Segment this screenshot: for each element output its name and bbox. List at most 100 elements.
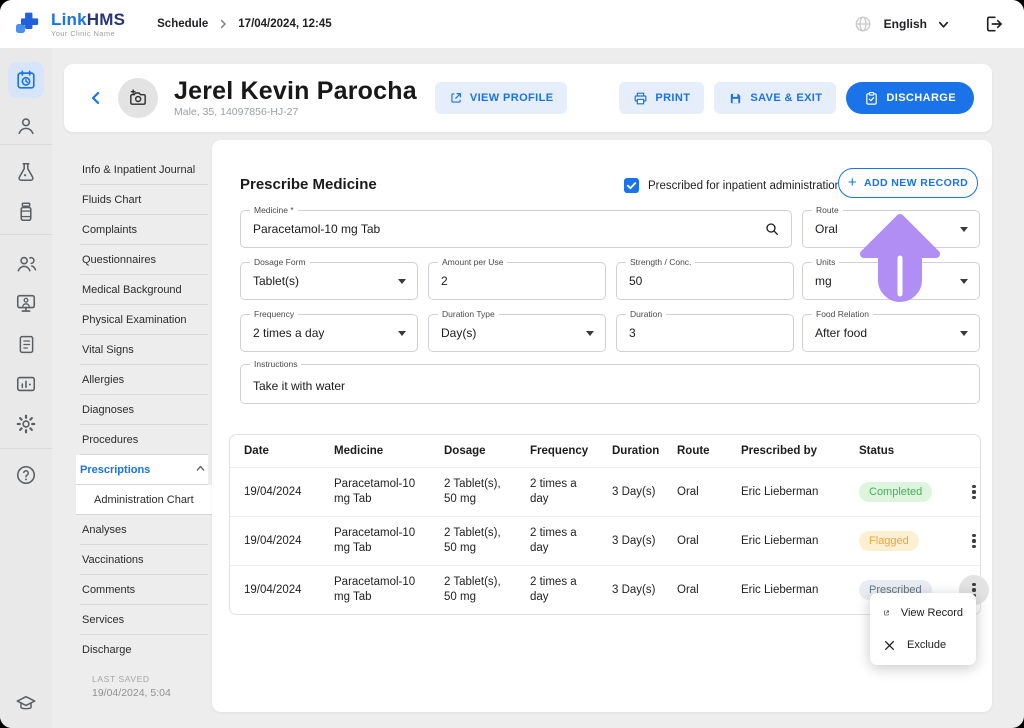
sidebar-item-info-inpatient-journal[interactable]: Info & Inpatient Journal: [80, 155, 208, 185]
schedule-icon: [15, 69, 37, 91]
food-relation-select[interactable]: Food Relation After food: [802, 314, 980, 352]
rail-item-billing[interactable]: [14, 332, 38, 356]
sidebar-item-analyses[interactable]: Analyses: [80, 515, 208, 545]
instructions-field[interactable]: Instructions Take it with water: [240, 364, 980, 404]
units-select[interactable]: Units mg: [802, 262, 980, 300]
medicine-field[interactable]: Medicine * Paracetamol-10 mg Tab: [240, 210, 792, 248]
language-selector[interactable]: English: [884, 17, 927, 31]
billing-icon: [16, 334, 37, 355]
view-profile-label: VIEW PROFILE: [470, 92, 554, 104]
sidebar-item-discharge[interactable]: Discharge: [80, 635, 208, 664]
rail-item-telemedicine[interactable]: [14, 291, 38, 315]
chevron-down-icon[interactable]: [937, 18, 950, 31]
save-exit-label: SAVE & EXIT: [750, 92, 822, 104]
print-icon: [633, 91, 648, 106]
reports-icon: [15, 373, 37, 395]
patient-name: Jerel Kevin Parocha: [174, 79, 417, 104]
sidebar-item-vaccinations[interactable]: Vaccinations: [80, 545, 208, 575]
rail-item-schedule[interactable]: [8, 62, 44, 98]
route-select[interactable]: Route Oral: [802, 210, 980, 248]
table-row: 19/04/2024Paracetamol-10 mg Tab2 Tablet(…: [230, 467, 980, 516]
menu-item-exclude[interactable]: Exclude: [870, 629, 976, 661]
sidebar-item-allergies[interactable]: Allergies: [80, 365, 208, 395]
add-new-record-button[interactable]: + ADD NEW RECORD: [838, 168, 978, 198]
strength-field[interactable]: Strength / Conc. 50: [616, 262, 794, 300]
menu-item-view-record[interactable]: View Record: [870, 597, 976, 629]
food-relation-label: Food Relation: [812, 309, 873, 319]
cell-route: Oral: [663, 583, 727, 598]
settings-icon: [15, 413, 37, 435]
dosage-form-select[interactable]: Dosage Form Tablet(s): [240, 262, 418, 300]
patient-avatar[interactable]: [118, 78, 158, 118]
print-button[interactable]: PRINT: [619, 82, 704, 114]
inpatient-checkbox[interactable]: [624, 178, 639, 193]
route-value: Oral: [815, 222, 838, 236]
sidebar-item-complaints[interactable]: Complaints: [80, 215, 208, 245]
rail-item-lab[interactable]: [14, 160, 38, 184]
sidebar-item-procedures[interactable]: Procedures: [80, 425, 208, 455]
sidebar-item-diagnoses[interactable]: Diagnoses: [80, 395, 208, 425]
breadcrumb-section[interactable]: Schedule: [157, 18, 208, 30]
dropdown-caret-icon: [960, 279, 968, 284]
last-saved-label: LAST SAVED: [92, 674, 171, 684]
cell-status: Completed: [845, 482, 945, 502]
frequency-select[interactable]: Frequency 2 times a day: [240, 314, 418, 352]
status-badge: Flagged: [859, 531, 919, 551]
row-actions-kebab-icon[interactable]: [959, 526, 989, 556]
sidebar-item-vital-signs[interactable]: Vital Signs: [80, 335, 208, 365]
rail-item-pharmacy[interactable]: [14, 200, 38, 224]
sidebar-item-medical-background[interactable]: Medical Background: [80, 275, 208, 305]
chevron-up-icon: [195, 463, 206, 477]
frequency-label: Frequency: [250, 309, 298, 319]
cell-dosage: 2 Tablet(s), 50 mg: [430, 477, 516, 507]
help-icon: [15, 464, 37, 486]
sidebar-item-prescriptions[interactable]: Prescriptions: [76, 455, 208, 485]
prescriptions-table-body: 19/04/2024Paracetamol-10 mg Tab2 Tablet(…: [230, 467, 980, 614]
amount-label: Amount per Use: [438, 257, 507, 267]
view-profile-button[interactable]: VIEW PROFILE: [435, 82, 568, 114]
search-icon[interactable]: [764, 221, 780, 237]
rail-item-help[interactable]: [14, 463, 38, 487]
sidebar-item-label: Comments: [82, 584, 135, 596]
rail-item-patients[interactable]: [14, 114, 38, 138]
breadcrumb-current: 17/04/2024, 12:45: [238, 18, 331, 30]
duration-type-select[interactable]: Duration Type Day(s): [428, 314, 606, 352]
breadcrumb-separator-icon: [218, 19, 228, 29]
last-saved-value: 19/04/2024, 5:04: [92, 687, 171, 699]
sidebar-item-fluids-chart[interactable]: Fluids Chart: [80, 185, 208, 215]
duration-field[interactable]: Duration 3: [616, 314, 794, 352]
logout-icon: [984, 14, 1004, 34]
inpatient-checkbox-label: Prescribed for inpatient administration: [648, 180, 841, 192]
row-actions-kebab-icon[interactable]: [959, 477, 989, 507]
prescribe-medicine-card: Prescribe Medicine Prescribed for inpati…: [212, 140, 992, 712]
menu-item-label: Exclude: [907, 639, 946, 651]
instructions-value: Take it with water: [253, 379, 345, 393]
cell-route: Oral: [663, 485, 727, 500]
sidebar-item-services[interactable]: Services: [80, 605, 208, 635]
sidebar-item-questionnaires[interactable]: Questionnaires: [80, 245, 208, 275]
units-value: mg: [815, 274, 832, 288]
sidebar-item-label: Fluids Chart: [82, 194, 141, 206]
sidebar-item-comments[interactable]: Comments: [80, 575, 208, 605]
cell-frequency: 2 times a day: [516, 477, 598, 507]
sidebar-item-physical-examination[interactable]: Physical Examination: [80, 305, 208, 335]
discharge-button[interactable]: DISCHARGE: [846, 82, 974, 114]
save-exit-button[interactable]: SAVE & EXIT: [714, 82, 836, 114]
dropdown-caret-icon: [960, 331, 968, 336]
rail-item-reports[interactable]: [14, 372, 38, 396]
rail-item-settings[interactable]: [14, 412, 38, 436]
patient-header: Jerel Kevin Parocha Male, 35, 14097856-H…: [64, 64, 992, 132]
breadcrumb: Schedule 17/04/2024, 12:45: [157, 18, 332, 30]
back-button[interactable]: [86, 88, 106, 108]
rail-item-staff[interactable]: [14, 251, 38, 275]
sidebar-item-administration-chart[interactable]: Administration Chart: [76, 485, 212, 515]
plus-icon: +: [848, 175, 857, 190]
duration-type-value: Day(s): [441, 326, 476, 340]
cell-medicine: Paracetamol-10 mg Tab: [320, 526, 430, 556]
rail-item-education[interactable]: [14, 692, 38, 716]
amount-per-use-field[interactable]: Amount per Use 2: [428, 262, 606, 300]
sidebar-menu: Info & Inpatient Journal Fluids Chart Comp…: [80, 155, 208, 664]
discharge-label: DISCHARGE: [886, 92, 956, 104]
logout-button[interactable]: [984, 14, 1004, 34]
cell-duration: 3 Day(s): [598, 534, 663, 549]
